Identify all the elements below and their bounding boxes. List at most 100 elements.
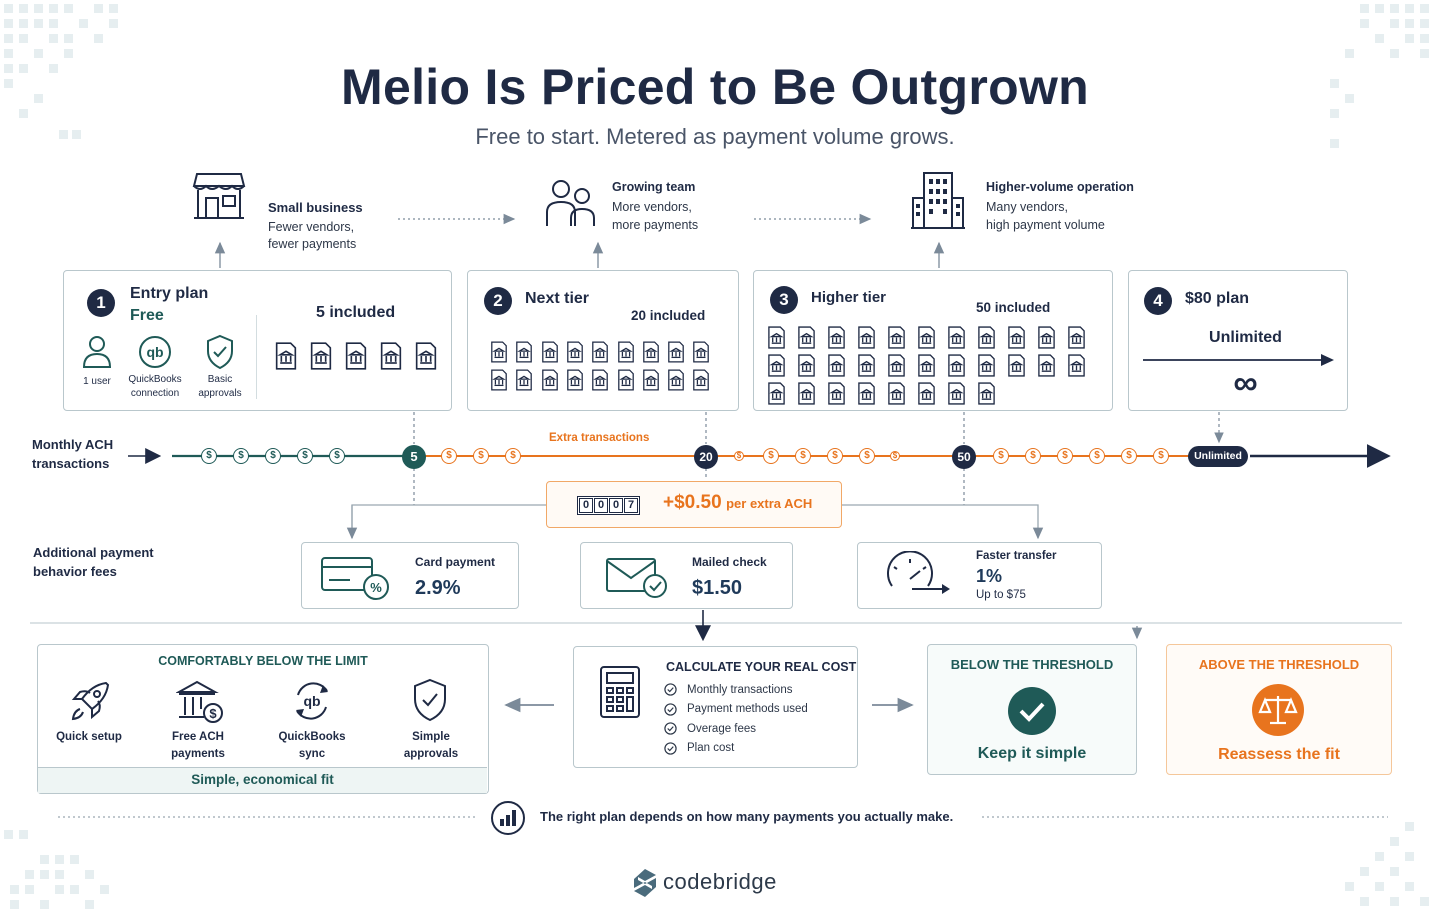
bank-dollar-icon: $ bbox=[176, 680, 223, 723]
tier-3-included: 50 included bbox=[976, 300, 1051, 315]
timeline-label-line-2: transactions bbox=[32, 456, 110, 471]
below-limit-card: COMFORTABLY BELOW THE LIMIT Quick setup … bbox=[37, 644, 489, 794]
persona-growing-team-desc-2: more payments bbox=[612, 218, 699, 232]
dollar-coin-icon: $ bbox=[993, 448, 1009, 464]
below-feature-free-ach-line-2: payments bbox=[171, 748, 225, 760]
bank-document-icon bbox=[693, 341, 710, 363]
bank-document-icon bbox=[668, 341, 684, 363]
bank-document-icon bbox=[541, 369, 558, 391]
fee-transfer-value: 1% bbox=[976, 566, 1003, 586]
decorative-dots bbox=[4, 4, 1429, 909]
bank-document-icon bbox=[948, 382, 965, 405]
bank-document-icon bbox=[345, 342, 367, 370]
credit-card-percent-icon: % bbox=[321, 557, 389, 600]
bank-document-icon bbox=[668, 369, 684, 391]
counter-icon: 0 0 0 7 bbox=[577, 496, 640, 515]
svg-text:$: $ bbox=[209, 706, 217, 721]
storefront-icon bbox=[192, 173, 246, 219]
tier-2-name: Next tier bbox=[525, 290, 590, 307]
above-threshold-card: ABOVE THE THRESHOLD Reassess the fit bbox=[1166, 644, 1392, 775]
bank-document-icon bbox=[592, 341, 609, 363]
milestone-unlimited: Unlimited bbox=[1188, 446, 1248, 467]
shield-check-icon bbox=[414, 678, 446, 722]
bank-document-icon bbox=[888, 354, 905, 377]
people-icon bbox=[546, 180, 595, 226]
tier-4-included: Unlimited bbox=[1209, 329, 1282, 346]
bank-document-icon bbox=[828, 354, 845, 377]
fee-check-value: $1.50 bbox=[692, 577, 743, 599]
tier-4-number: 4 bbox=[1144, 287, 1172, 315]
counter-digit-2: 0 bbox=[594, 498, 608, 513]
infinity-icon: ∞ bbox=[1233, 364, 1258, 402]
bank-document-icon bbox=[858, 354, 875, 377]
tier-3-number: 3 bbox=[770, 286, 798, 314]
dollar-coin-icon: $ bbox=[233, 448, 249, 464]
tier-2-number: 2 bbox=[484, 287, 512, 315]
bank-document-icon bbox=[1068, 326, 1085, 349]
tier-1-feature-user-label: 1 user bbox=[83, 376, 111, 387]
tier-1-feature-quickbooks-label: QuickBooks connection bbox=[119, 373, 191, 401]
persona-small-business-desc-2: fewer payments bbox=[268, 237, 357, 251]
bank-document-icon bbox=[768, 382, 785, 405]
tier-1-feature-approvals-line-1: Basic bbox=[207, 374, 233, 385]
dollar-coin-icon: $ bbox=[201, 448, 217, 464]
dollar-coin-icon: $ bbox=[795, 448, 811, 464]
above-threshold-caption: Reassess the fit bbox=[1218, 746, 1340, 763]
bank-document-icon bbox=[918, 326, 935, 349]
tier-1-name: Entry plan bbox=[130, 285, 209, 302]
bank-document-icon bbox=[491, 369, 507, 391]
bank-document-icon bbox=[948, 326, 965, 349]
codebridge-logo-icon bbox=[634, 869, 656, 897]
fees-label: Additional payment behavior fees bbox=[33, 543, 154, 581]
bank-document-icon bbox=[275, 342, 297, 370]
tier-1-document-icons bbox=[274, 342, 444, 374]
fee-faster-transfer: Faster transfer 1% Up to $75 bbox=[857, 542, 1102, 609]
extra-transactions-label: Extra transactions bbox=[549, 432, 650, 444]
tier-1-feature-quickbooks-line-2: connection bbox=[130, 388, 180, 399]
page-subtitle: Free to start. Metered as payment volume… bbox=[475, 124, 955, 149]
office-building-icon bbox=[911, 172, 965, 229]
bank-document-icon bbox=[768, 354, 785, 377]
persona-growing-team-title: Growing team bbox=[612, 180, 696, 194]
overage-price-value: +$0.50 bbox=[663, 492, 722, 513]
below-feature-quick-setup: Quick setup bbox=[56, 731, 122, 743]
fee-card-title: Card payment bbox=[415, 555, 496, 569]
bank-document-icon bbox=[617, 369, 634, 391]
speedometer-icon bbox=[887, 551, 950, 594]
bank-document-icon bbox=[798, 382, 815, 405]
bank-document-icon bbox=[516, 369, 533, 391]
tier-1-feature-approvals-line-2: approvals bbox=[198, 388, 242, 399]
dollar-coin-icon: $ bbox=[1057, 448, 1073, 464]
below-feature-simple-approvals: Simple approvals bbox=[386, 729, 476, 763]
persona-growing-team-desc-1: More vendors, bbox=[612, 200, 692, 214]
bank-document-icon bbox=[828, 382, 845, 405]
calculator-checklist-item: Monthly transactions bbox=[664, 683, 792, 696]
check-circle-outline-icon bbox=[664, 683, 677, 696]
bank-document-icon bbox=[415, 342, 437, 370]
codebridge-brand: codebridge bbox=[663, 869, 777, 894]
bank-document-icon bbox=[978, 326, 995, 349]
tier-1-feature-quickbooks-line-1: QuickBooks bbox=[128, 374, 182, 385]
overage-box: 0 0 0 7 +$0.50 per extra ACH bbox=[546, 481, 842, 528]
tier-2-card: 2 Next tier 20 included bbox=[467, 270, 739, 411]
tier-2-document-icons bbox=[490, 341, 720, 393]
bank-document-icon bbox=[828, 326, 845, 349]
bank-document-icon bbox=[978, 354, 995, 377]
dollar-coin-icon: $ bbox=[734, 451, 744, 461]
below-threshold-title: BELOW THE THRESHOLD bbox=[950, 657, 1114, 672]
bank-document-icon bbox=[1038, 354, 1055, 377]
counter-digit-4: 7 bbox=[624, 498, 638, 513]
below-limit-title: COMFORTABLY BELOW THE LIMIT bbox=[158, 654, 368, 668]
fee-check-title: Mailed check bbox=[692, 555, 767, 569]
overage-price-unit: per extra ACH bbox=[726, 496, 813, 511]
dollar-coin-icon: $ bbox=[1153, 448, 1169, 464]
dollar-coin-icon: $ bbox=[1025, 448, 1041, 464]
bank-document-icon bbox=[310, 342, 332, 370]
bank-document-icon bbox=[491, 341, 507, 363]
bank-document-icon bbox=[516, 341, 533, 363]
svg-text:qb: qb bbox=[146, 344, 163, 360]
below-feature-quickbooks-sync: QuickBooks sync bbox=[267, 729, 357, 763]
below-feature-simple-approvals-line-2: approvals bbox=[403, 748, 459, 760]
bank-document-icon bbox=[541, 341, 558, 363]
